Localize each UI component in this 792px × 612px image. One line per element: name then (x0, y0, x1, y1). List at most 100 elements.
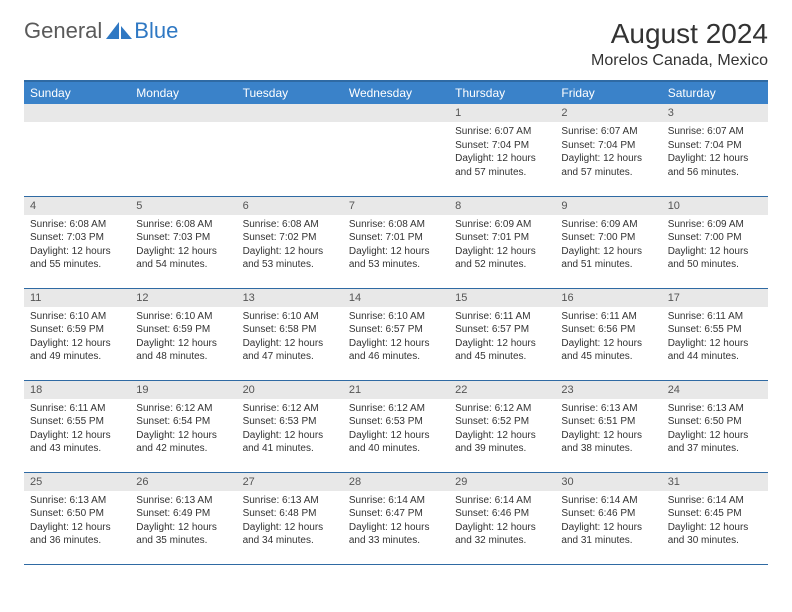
day-details: Sunrise: 6:13 AMSunset: 6:49 PMDaylight:… (130, 491, 236, 548)
sunrise-line: Sunrise: 6:11 AM (30, 402, 124, 416)
day-details: Sunrise: 6:07 AMSunset: 7:04 PMDaylight:… (449, 122, 555, 179)
location-label: Morelos Canada, Mexico (591, 52, 768, 70)
sunset-line: Sunset: 6:55 PM (668, 323, 762, 337)
day-details: Sunrise: 6:08 AMSunset: 7:03 PMDaylight:… (130, 215, 236, 272)
calendar-week-row: 4Sunrise: 6:08 AMSunset: 7:03 PMDaylight… (24, 196, 768, 288)
day-details: Sunrise: 6:10 AMSunset: 6:57 PMDaylight:… (343, 307, 449, 364)
sunrise-line: Sunrise: 6:09 AM (455, 218, 549, 232)
sunrise-line: Sunrise: 6:10 AM (349, 310, 443, 324)
calendar-cell: 10Sunrise: 6:09 AMSunset: 7:00 PMDayligh… (662, 196, 768, 288)
calendar-cell: 24Sunrise: 6:13 AMSunset: 6:50 PMDayligh… (662, 380, 768, 472)
daylight-line: Daylight: 12 hours and 37 minutes. (668, 429, 762, 456)
daylight-line: Daylight: 12 hours and 55 minutes. (30, 245, 124, 272)
calendar-table: SundayMondayTuesdayWednesdayThursdayFrid… (24, 80, 768, 565)
day-details: Sunrise: 6:11 AMSunset: 6:55 PMDaylight:… (24, 399, 130, 456)
day-details: Sunrise: 6:14 AMSunset: 6:47 PMDaylight:… (343, 491, 449, 548)
weekday-header: Wednesday (343, 81, 449, 104)
daylight-line: Daylight: 12 hours and 31 minutes. (561, 521, 655, 548)
day-details: Sunrise: 6:10 AMSunset: 6:59 PMDaylight:… (24, 307, 130, 364)
weekday-header: Tuesday (237, 81, 343, 104)
day-details: Sunrise: 6:12 AMSunset: 6:53 PMDaylight:… (343, 399, 449, 456)
day-details: Sunrise: 6:09 AMSunset: 7:00 PMDaylight:… (555, 215, 661, 272)
calendar-cell: 11Sunrise: 6:10 AMSunset: 6:59 PMDayligh… (24, 288, 130, 380)
sunset-line: Sunset: 6:46 PM (561, 507, 655, 521)
calendar-cell (24, 104, 130, 196)
daylight-line: Daylight: 12 hours and 46 minutes. (349, 337, 443, 364)
sunrise-line: Sunrise: 6:08 AM (349, 218, 443, 232)
day-number: 18 (24, 381, 130, 399)
sunset-line: Sunset: 7:04 PM (561, 139, 655, 153)
day-number: 15 (449, 289, 555, 307)
calendar-cell (237, 104, 343, 196)
day-details: Sunrise: 6:08 AMSunset: 7:03 PMDaylight:… (24, 215, 130, 272)
sunset-line: Sunset: 6:46 PM (455, 507, 549, 521)
daylight-line: Daylight: 12 hours and 56 minutes. (668, 152, 762, 179)
daylight-line: Daylight: 12 hours and 50 minutes. (668, 245, 762, 272)
daylight-line: Daylight: 12 hours and 48 minutes. (136, 337, 230, 364)
sunrise-line: Sunrise: 6:12 AM (243, 402, 337, 416)
calendar-cell: 7Sunrise: 6:08 AMSunset: 7:01 PMDaylight… (343, 196, 449, 288)
sunset-line: Sunset: 7:00 PM (668, 231, 762, 245)
sunset-line: Sunset: 7:03 PM (136, 231, 230, 245)
sunset-line: Sunset: 7:01 PM (455, 231, 549, 245)
daylight-line: Daylight: 12 hours and 40 minutes. (349, 429, 443, 456)
daylight-line: Daylight: 12 hours and 32 minutes. (455, 521, 549, 548)
weekday-header: Saturday (662, 81, 768, 104)
day-number: 31 (662, 473, 768, 491)
logo-sail-icon (106, 21, 132, 41)
logo: General Blue (24, 18, 178, 44)
calendar-cell: 23Sunrise: 6:13 AMSunset: 6:51 PMDayligh… (555, 380, 661, 472)
daylight-line: Daylight: 12 hours and 45 minutes. (561, 337, 655, 364)
sunrise-line: Sunrise: 6:11 AM (455, 310, 549, 324)
daylight-line: Daylight: 12 hours and 38 minutes. (561, 429, 655, 456)
day-number: 5 (130, 197, 236, 215)
sunrise-line: Sunrise: 6:08 AM (30, 218, 124, 232)
daylight-line: Daylight: 12 hours and 41 minutes. (243, 429, 337, 456)
daylight-line: Daylight: 12 hours and 57 minutes. (561, 152, 655, 179)
calendar-cell: 13Sunrise: 6:10 AMSunset: 6:58 PMDayligh… (237, 288, 343, 380)
day-number: 11 (24, 289, 130, 307)
calendar-week-row: 18Sunrise: 6:11 AMSunset: 6:55 PMDayligh… (24, 380, 768, 472)
day-details: Sunrise: 6:10 AMSunset: 6:58 PMDaylight:… (237, 307, 343, 364)
calendar-cell: 16Sunrise: 6:11 AMSunset: 6:56 PMDayligh… (555, 288, 661, 380)
day-details: Sunrise: 6:09 AMSunset: 7:01 PMDaylight:… (449, 215, 555, 272)
calendar-cell: 28Sunrise: 6:14 AMSunset: 6:47 PMDayligh… (343, 472, 449, 564)
calendar-week-row: 1Sunrise: 6:07 AMSunset: 7:04 PMDaylight… (24, 104, 768, 196)
sunrise-line: Sunrise: 6:13 AM (243, 494, 337, 508)
day-number: 13 (237, 289, 343, 307)
day-number: 9 (555, 197, 661, 215)
calendar-cell: 2 Sunrise: 6:07 AMSunset: 7:04 PMDaylight… (555, 104, 661, 196)
empty-day (343, 104, 449, 122)
day-details: Sunrise: 6:11 AMSunset: 6:56 PMDaylight:… (555, 307, 661, 364)
sunrise-line: Sunrise: 6:14 AM (349, 494, 443, 508)
sunrise-line: Sunrise: 6:10 AM (243, 310, 337, 324)
sunrise-line: Sunrise: 6:07 AM (561, 125, 655, 139)
daylight-line: Daylight: 12 hours and 49 minutes. (30, 337, 124, 364)
calendar-cell: 8Sunrise: 6:09 AMSunset: 7:01 PMDaylight… (449, 196, 555, 288)
day-number: 26 (130, 473, 236, 491)
day-number: 27 (237, 473, 343, 491)
day-details: Sunrise: 6:13 AMSunset: 6:50 PMDaylight:… (662, 399, 768, 456)
sunset-line: Sunset: 7:04 PM (455, 139, 549, 153)
sunset-line: Sunset: 7:03 PM (30, 231, 124, 245)
day-number: 24 (662, 381, 768, 399)
day-number: 2 (555, 104, 661, 122)
day-details: Sunrise: 6:10 AMSunset: 6:59 PMDaylight:… (130, 307, 236, 364)
calendar-cell: 1Sunrise: 6:07 AMSunset: 7:04 PMDaylight… (449, 104, 555, 196)
day-details: Sunrise: 6:14 AMSunset: 6:45 PMDaylight:… (662, 491, 768, 548)
day-number: 30 (555, 473, 661, 491)
day-number: 22 (449, 381, 555, 399)
day-number: 28 (343, 473, 449, 491)
calendar-body: 1Sunrise: 6:07 AMSunset: 7:04 PMDaylight… (24, 104, 768, 564)
day-details: Sunrise: 6:14 AMSunset: 6:46 PMDaylight:… (555, 491, 661, 548)
calendar-cell: 21Sunrise: 6:12 AMSunset: 6:53 PMDayligh… (343, 380, 449, 472)
sunrise-line: Sunrise: 6:07 AM (668, 125, 762, 139)
weekday-header: Monday (130, 81, 236, 104)
daylight-line: Daylight: 12 hours and 47 minutes. (243, 337, 337, 364)
sunset-line: Sunset: 6:53 PM (243, 415, 337, 429)
day-details: Sunrise: 6:08 AMSunset: 7:01 PMDaylight:… (343, 215, 449, 272)
daylight-line: Daylight: 12 hours and 33 minutes. (349, 521, 443, 548)
day-number: 23 (555, 381, 661, 399)
sunrise-line: Sunrise: 6:11 AM (668, 310, 762, 324)
day-number: 7 (343, 197, 449, 215)
